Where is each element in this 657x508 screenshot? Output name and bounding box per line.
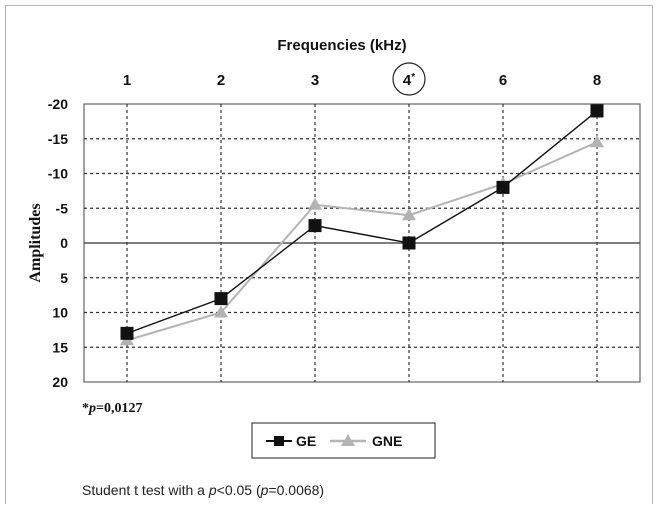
x-tick-label: 1 bbox=[123, 72, 131, 89]
series-ge bbox=[120, 104, 604, 340]
x-tick-label: 6 bbox=[499, 72, 507, 89]
grid bbox=[84, 104, 640, 382]
y-axis-label: Amplitudes bbox=[27, 203, 44, 282]
data-point-square bbox=[308, 219, 322, 233]
x-tick-label: 8 bbox=[593, 72, 601, 89]
data-point-square bbox=[496, 180, 510, 194]
y-axis-ticks: -20 -15 -10 -5 0 5 10 15 20 bbox=[48, 96, 68, 390]
data-point-square bbox=[590, 104, 604, 118]
y-tick-label: 0 bbox=[60, 235, 68, 251]
x-tick-label: 3 bbox=[311, 72, 319, 89]
y-tick-label: -5 bbox=[56, 200, 69, 216]
x-axis-ticks: 1 2 3 4* 6 8 bbox=[123, 62, 601, 96]
legend-marker-square bbox=[274, 436, 284, 446]
data-point-square bbox=[214, 292, 228, 306]
data-point-triangle bbox=[590, 135, 604, 148]
series-line bbox=[126, 110, 598, 335]
x-tick-label: 4* bbox=[403, 72, 415, 89]
data-point-triangle bbox=[308, 197, 322, 210]
y-tick-label: 10 bbox=[52, 305, 68, 321]
p-value-annotation: *p=0,0127 bbox=[82, 401, 142, 416]
y-tick-label: 15 bbox=[52, 339, 68, 355]
highlight-circle bbox=[392, 62, 426, 96]
y-tick-label: -10 bbox=[48, 166, 68, 182]
caption: Student t test with a p<0.05 (p=0.0068) bbox=[82, 482, 325, 498]
data-point-triangle bbox=[214, 305, 228, 318]
data-point-square bbox=[402, 236, 416, 250]
figure-frame bbox=[5, 5, 653, 504]
legend-marker-triangle bbox=[341, 434, 355, 446]
y-tick-label: 20 bbox=[52, 374, 68, 390]
data-point-triangle bbox=[402, 208, 416, 221]
legend-label-gne: GNE bbox=[372, 433, 402, 449]
legend: GE GNE bbox=[251, 422, 436, 459]
data-point-square bbox=[120, 326, 134, 340]
y-tick-label: 5 bbox=[60, 270, 68, 286]
y-tick-label: -15 bbox=[48, 131, 68, 147]
series-layer bbox=[120, 104, 604, 346]
series-line bbox=[126, 141, 598, 342]
legend-label-ge: GE bbox=[296, 433, 316, 449]
y-tick-label: -20 bbox=[48, 96, 68, 112]
chart-title: Frequencies (kHz) bbox=[277, 37, 406, 54]
x-tick-label: 2 bbox=[217, 72, 225, 89]
